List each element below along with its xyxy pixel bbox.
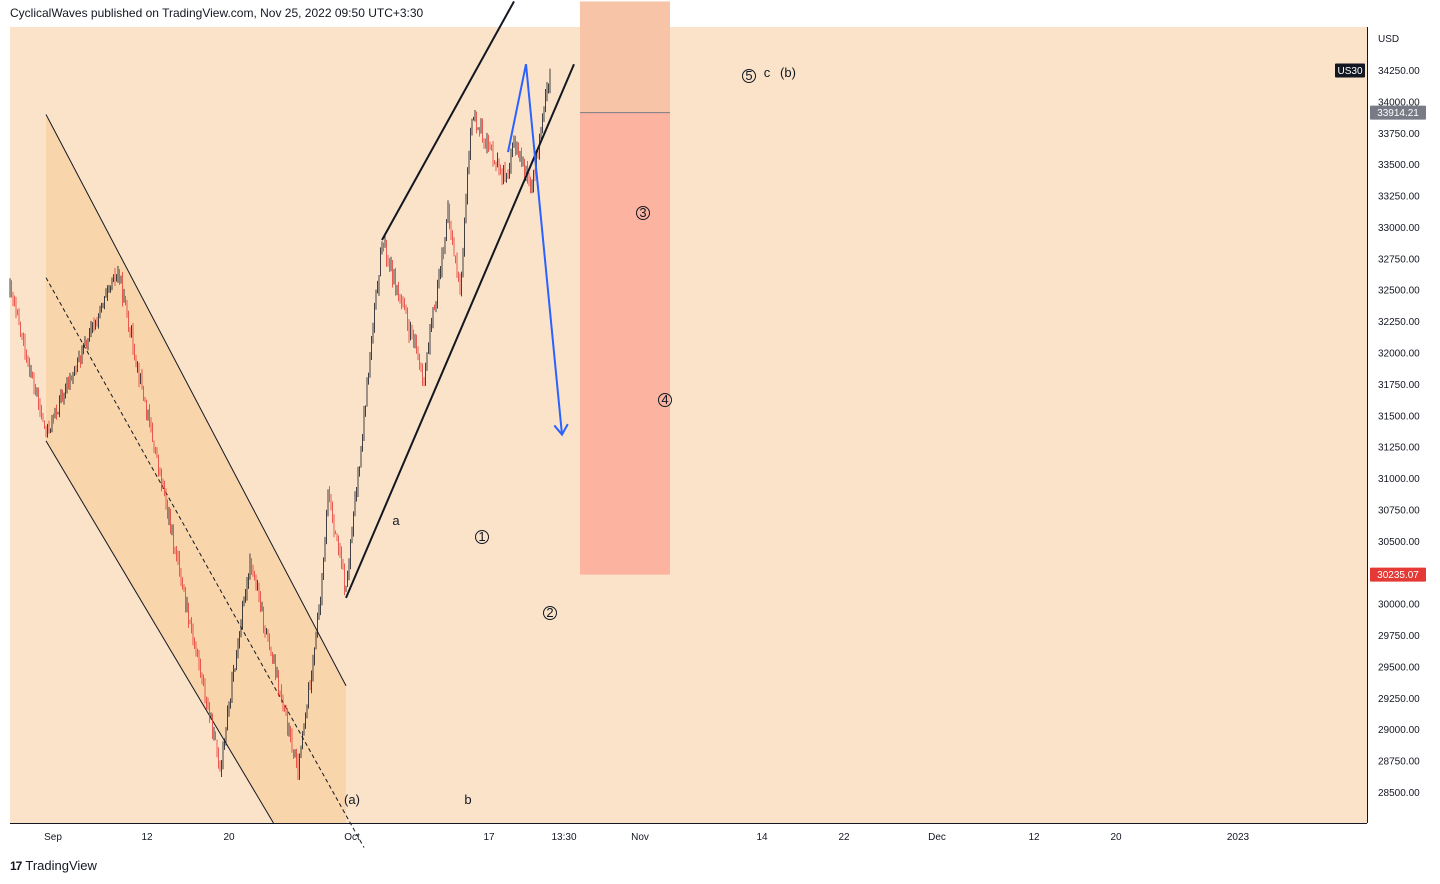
price-badge-bg	[1335, 63, 1365, 78]
x-tick-label: 14	[756, 832, 768, 843]
y-tick-label: 31000.00	[1378, 474, 1420, 485]
wave-label-circle	[475, 530, 489, 544]
y-tick-label: 31500.00	[1378, 411, 1420, 422]
axis-bottom-panel	[10, 823, 1430, 850]
x-tick-label: 12	[141, 832, 153, 843]
wave-label-circle	[543, 606, 557, 620]
y-tick-label: 34000.00	[1378, 97, 1420, 108]
x-tick-label: Oct	[344, 832, 360, 843]
wave-label: b	[464, 792, 471, 807]
y-tick-label: 30750.00	[1378, 505, 1420, 516]
y-tick-label: 32000.00	[1378, 349, 1420, 360]
brand-name: TradingView	[25, 858, 97, 873]
y-tick-label: 31250.00	[1378, 443, 1420, 454]
rising-wedge	[345, 0, 575, 599]
y-tick-label: 32250.00	[1378, 317, 1420, 328]
y-tick-label: 29250.00	[1378, 694, 1420, 705]
y-tick-label: 30500.00	[1378, 537, 1420, 548]
x-axis[interactable]: Sep 12 20 Oct 17 13:30 Nov 14 22 Dec 12 20 2023	[44, 832, 1249, 843]
x-tick-label: 20	[1110, 832, 1122, 843]
target-zone-upper	[580, 1, 670, 113]
y-tick-label: 31750.00	[1378, 380, 1420, 391]
publish-info: CyclicalWaves published on TradingView.c…	[10, 6, 424, 20]
wave-label: 5	[745, 68, 752, 83]
wave-label: c	[764, 65, 771, 80]
x-tick-label: 17	[483, 832, 495, 843]
channel-mid-line	[45, 277, 365, 848]
channel-lower-line	[45, 440, 274, 824]
wave-label: (a)	[344, 792, 360, 807]
x-tick-label: 13:30	[551, 832, 576, 843]
y-tick-label: 28500.00	[1378, 788, 1420, 799]
projection-path	[507, 64, 563, 435]
x-tick-label: 22	[838, 832, 850, 843]
x-tick-label: Sep	[44, 832, 62, 843]
channel-fill	[46, 114, 346, 824]
wave-label-circle	[636, 206, 650, 220]
y-tick-label: 33250.00	[1378, 192, 1420, 203]
y-tick-label: 33750.00	[1378, 129, 1420, 140]
wave-label-circle	[742, 69, 756, 83]
tradingview-footer[interactable]: 17 TradingView	[10, 858, 97, 873]
wave-label: 2	[546, 605, 553, 620]
y-tick-label: 33500.00	[1378, 160, 1420, 171]
wave-label: 3	[639, 205, 646, 220]
y-tick-label: 29750.00	[1378, 631, 1420, 642]
wave-label: a	[392, 513, 400, 528]
y-tick-label: 30000.00	[1378, 600, 1420, 611]
channel-upper-line	[45, 114, 347, 687]
candlestick-series	[9, 68, 551, 780]
y-tick-label: 33000.00	[1378, 223, 1420, 234]
price-badge-label: 30235.07	[1377, 570, 1419, 581]
wave-label: 4	[661, 392, 668, 407]
x-tick-label: Nov	[631, 832, 649, 843]
target-zone-lower	[580, 112, 670, 575]
x-tick-label: 20	[223, 832, 235, 843]
wedge-lower-line	[345, 63, 575, 599]
x-tick-label: 2023	[1227, 832, 1250, 843]
wave-label: 1	[478, 529, 485, 544]
y-tick-label: 32750.00	[1378, 254, 1420, 265]
tradingview-logo-icon: 17	[10, 858, 22, 873]
price-badge-bg	[1370, 105, 1426, 120]
x-tick-label: Dec	[928, 832, 946, 843]
y-tick-label: 34250.00	[1378, 66, 1420, 77]
target-zone	[580, 1, 670, 575]
projection-arrow	[507, 64, 569, 437]
wave-labels: a (a) b 1 2 3 4 5 c (b)	[344, 65, 796, 807]
y-tick-label: 32500.00	[1378, 286, 1420, 297]
wedge-upper-line	[381, 0, 515, 241]
y-tick-label: 29000.00	[1378, 725, 1420, 736]
axis-right-panel	[1368, 27, 1430, 823]
price-badge-label: 33914.21	[1377, 108, 1419, 119]
descending-channel	[45, 114, 365, 848]
currency-label: USD	[1378, 34, 1399, 45]
price-badge-bg	[1370, 567, 1426, 582]
wave-label-circle	[658, 393, 672, 407]
projection-arrowhead	[553, 423, 569, 437]
price-badges: US30 33914.21 30235.07	[1335, 63, 1426, 582]
x-tick-label: 12	[1028, 832, 1040, 843]
wave-label: (b)	[780, 65, 796, 80]
y-tick-label: 29500.00	[1378, 662, 1420, 673]
price-badge-label: US30	[1337, 66, 1362, 77]
y-tick-label: 28750.00	[1378, 757, 1420, 768]
